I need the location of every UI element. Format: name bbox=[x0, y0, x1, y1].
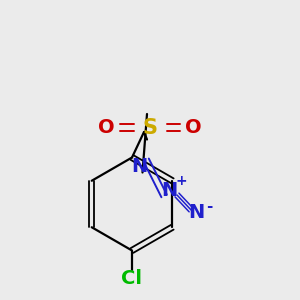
Text: O: O bbox=[98, 118, 115, 137]
Text: N: N bbox=[161, 181, 178, 200]
Text: N: N bbox=[131, 157, 148, 176]
Text: O: O bbox=[185, 118, 202, 137]
Text: S: S bbox=[142, 118, 158, 137]
Text: -: - bbox=[206, 200, 212, 214]
Text: N: N bbox=[188, 203, 205, 223]
Text: +: + bbox=[175, 174, 187, 188]
Text: Cl: Cl bbox=[122, 269, 142, 289]
